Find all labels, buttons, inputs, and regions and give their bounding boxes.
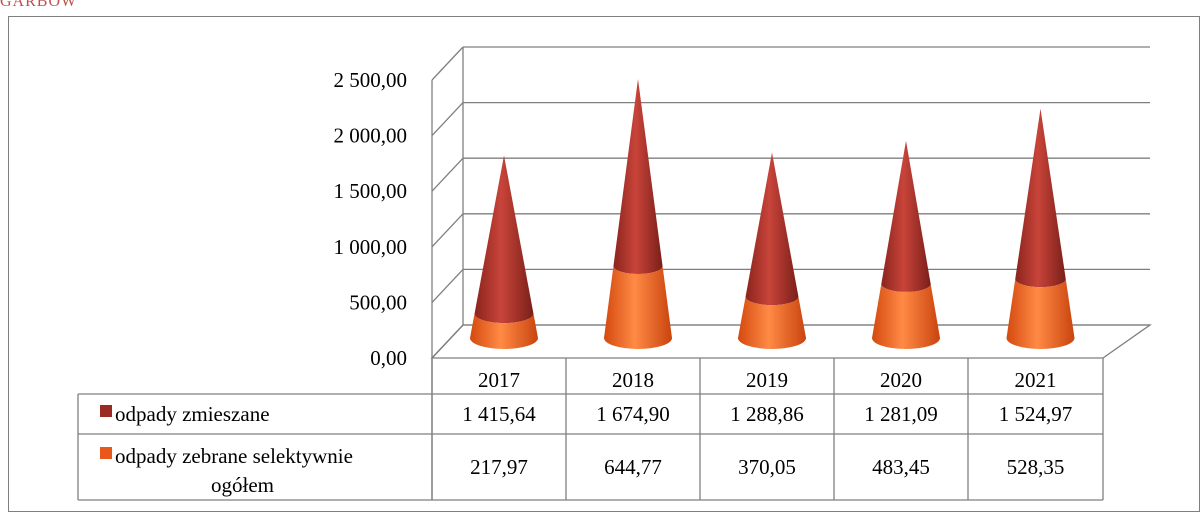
- legend-key-mixed: [100, 405, 112, 417]
- category-label: 2021: [1015, 368, 1057, 392]
- cone-2020: [872, 140, 940, 349]
- table-cell-value: 1 281,09: [864, 402, 938, 426]
- table-cell-value: 370,05: [738, 455, 796, 479]
- table-cell-value: 1 415,64: [462, 402, 536, 426]
- table-cell-value: 528,35: [1007, 455, 1065, 479]
- cone-segment-mixed: [474, 155, 534, 324]
- gridline-diagonal: [431, 46, 464, 81]
- table-cell-value: 1 288,86: [730, 402, 804, 426]
- table-cell-value: 1 524,97: [999, 402, 1073, 426]
- cone-segment-selective: [604, 266, 672, 349]
- gridline-diagonal: [431, 324, 464, 359]
- cone-2019: [738, 152, 806, 349]
- legend-key-selective: [100, 447, 112, 459]
- cone-segment-mixed: [613, 79, 663, 274]
- chart-frame: [8, 16, 1200, 512]
- gridline-diagonal: [431, 213, 464, 248]
- legend-label-selective: odpady zebrane selektywnie ogółem: [115, 444, 353, 497]
- cone-2017: [470, 155, 538, 349]
- cone-2018: [604, 79, 672, 349]
- cone-segment-selective: [470, 313, 538, 349]
- legend-label-mixed: odpady zmieszane: [115, 402, 270, 426]
- category-label: 2018: [612, 368, 654, 392]
- table-cell-value: 644,77: [604, 455, 662, 479]
- y-tick-label: 1 500,00: [334, 179, 408, 203]
- table-cell-value: 217,97: [470, 455, 528, 479]
- category-label: 2017: [478, 368, 520, 392]
- y-tick-label: 2 500,00: [334, 68, 408, 92]
- cone-segment-mixed: [881, 140, 931, 292]
- y-tick-label: 500,00: [349, 290, 407, 314]
- gridline-diagonal: [431, 157, 464, 192]
- y-tick-label: 1 000,00: [334, 235, 408, 259]
- cone-segment-mixed: [745, 152, 799, 306]
- cone-2021: [1006, 108, 1075, 349]
- table-cell-value: 483,45: [872, 455, 930, 479]
- cone-segment-selective: [738, 296, 806, 349]
- y-tick-label: 0,00: [370, 346, 407, 370]
- category-label: 2020: [880, 368, 922, 392]
- y-tick-label: 2 000,00: [334, 124, 408, 148]
- cone-segment-selective: [1006, 278, 1075, 349]
- gridline-diagonal: [431, 268, 464, 303]
- gridline-diagonal: [431, 102, 464, 137]
- page-header-title: GARBÓW: [0, 0, 78, 10]
- cone-segment-mixed: [1015, 108, 1066, 288]
- cone-segment-selective: [872, 283, 940, 349]
- table-cell-value: 1 674,90: [596, 402, 670, 426]
- category-label: 2019: [746, 368, 788, 392]
